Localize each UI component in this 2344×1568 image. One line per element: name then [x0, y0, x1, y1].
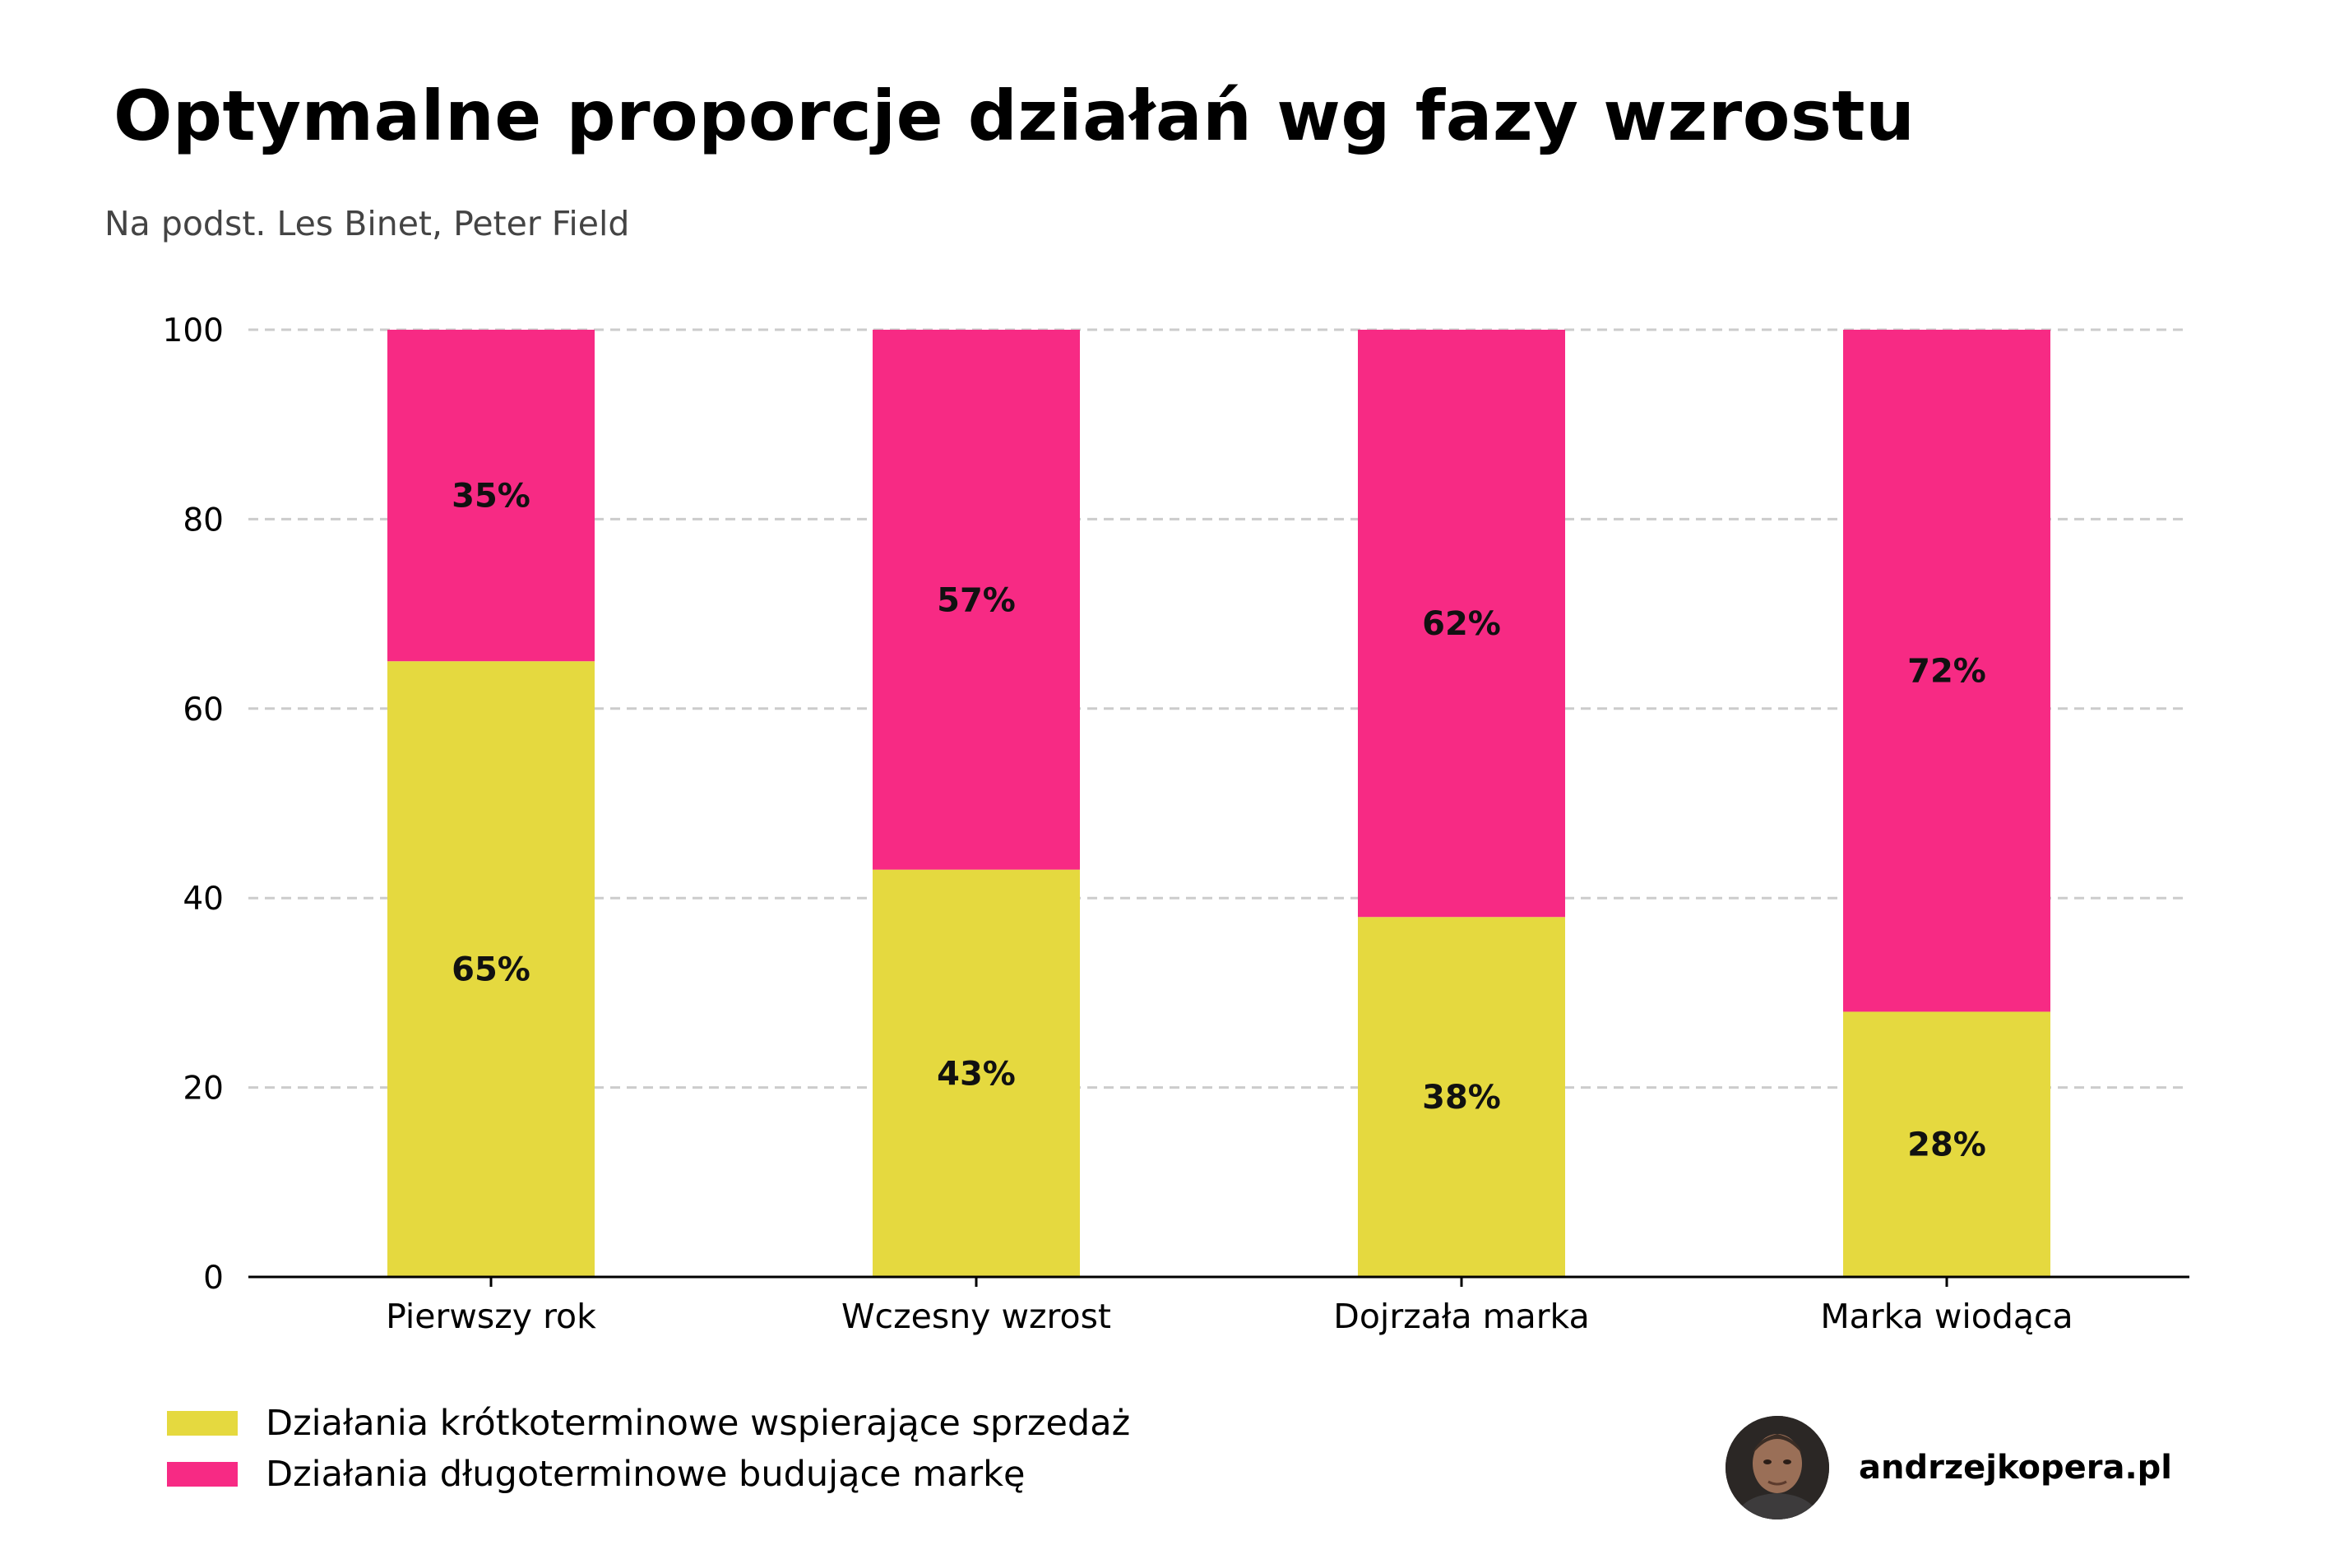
bar-long-term-3: [1358, 330, 1565, 918]
bar-value-label-long-term-2: 57%: [937, 581, 1016, 619]
bar-value-label-short-term-4: 28%: [1907, 1126, 1986, 1164]
bar-value-label-long-term-4: 72%: [1907, 653, 1986, 691]
bar-short-term-3: [1358, 917, 1565, 1277]
bar-long-term-1: [387, 330, 595, 662]
y-tick-label-100: 100: [163, 312, 224, 349]
y-tick-label-80: 80: [183, 502, 224, 539]
legend-item-long-term: Działania długoterminowe budujące markę: [167, 1449, 1130, 1500]
axes: [248, 1275, 2189, 1287]
x-tick-label-2: Wczesny wzrost: [841, 1297, 1111, 1336]
brand: andrzejkopera.pl: [1726, 1416, 2172, 1519]
legend-swatch-short-term: [167, 1411, 238, 1436]
y-tick-label-40: 40: [183, 881, 224, 918]
y-tick-label-20: 20: [183, 1071, 224, 1108]
y-tick-label-0: 0: [203, 1260, 224, 1297]
bar-short-term-4: [1843, 1011, 2050, 1277]
x-tick-label-1: Pierwszy rok: [386, 1297, 596, 1336]
bar-long-term-2: [873, 330, 1080, 870]
legend: Działania krótkoterminowe wspierające sp…: [167, 1398, 1130, 1500]
chart-title: Optymalne proporcje działań wg fazy wzro…: [113, 76, 1916, 156]
legend-swatch-long-term: [167, 1462, 238, 1487]
bar-value-label-short-term-1: 65%: [452, 951, 530, 989]
bar-value-label-short-term-2: 43%: [937, 1055, 1016, 1093]
y-tick-label-60: 60: [183, 691, 224, 728]
legend-item-short-term: Działania krótkoterminowe wspierające sp…: [167, 1398, 1130, 1449]
author-photo-avatar: [1726, 1416, 1829, 1519]
chart-subtitle: Na podst. Les Binet, Peter Field: [104, 204, 630, 243]
brand-name: andrzejkopera.pl: [1859, 1449, 2172, 1487]
avatar-portrait-icon: [1726, 1416, 1829, 1519]
bar-value-label-long-term-3: 62%: [1422, 605, 1501, 643]
bars: [387, 330, 2050, 1277]
bar-value-label-short-term-3: 38%: [1422, 1079, 1501, 1117]
bar-short-term-2: [873, 869, 1080, 1277]
legend-label-long-term: Działania długoterminowe budujące markę: [266, 1454, 1026, 1495]
bar-short-term-1: [387, 661, 595, 1277]
x-tick-label-4: Marka wiodąca: [1820, 1297, 2073, 1336]
bar-long-term-4: [1843, 330, 2050, 1012]
legend-label-short-term: Działania krótkoterminowe wspierające sp…: [266, 1403, 1131, 1444]
bar-value-label-long-term-1: 35%: [452, 478, 530, 516]
x-tick-label-3: Dojrzała marka: [1333, 1297, 1589, 1336]
labels: 0 20 40 60 80 100 65% 35% Pierwszy rok 43% 57% Wcze…: [163, 312, 2073, 1336]
